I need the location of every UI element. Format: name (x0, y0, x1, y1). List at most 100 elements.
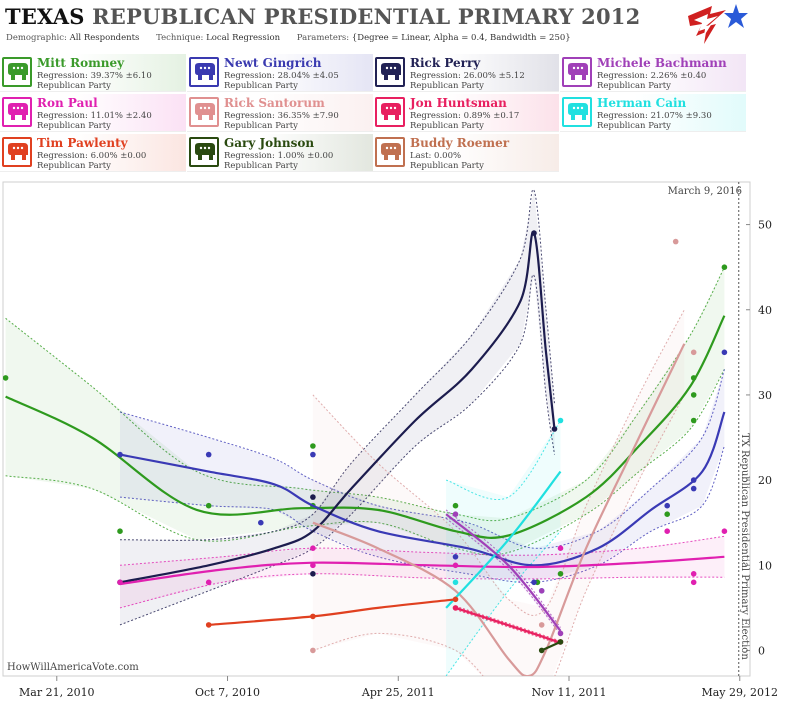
candidate-party: Republican Party (37, 81, 111, 91)
poll-point-newt-gingrich (690, 477, 697, 483)
technique-value: Local Regression (206, 33, 281, 43)
trend-line-rick-santorum (312, 343, 686, 676)
technique-label: Technique: (156, 33, 204, 43)
poll-point-ron-paul (452, 562, 459, 569)
y-tick-label: 0 (758, 644, 765, 657)
candidate-name: Buddy Roemer (410, 136, 510, 150)
poll-point-rick-santorum (310, 647, 316, 654)
candidate-party: Republican Party (410, 121, 484, 131)
trend-line-rick-perry (119, 231, 556, 584)
poll-point-mitt-romney (452, 502, 459, 509)
demographic-value: All Respondents (69, 33, 140, 43)
legend-item-rick-santorum[interactable]: Rick Santorum Regression: 36.35% ±7.90 Rep… (187, 94, 373, 132)
y-tick-label: 40 (758, 304, 772, 317)
demographic-label: Demographic: (6, 33, 67, 43)
candidate-party: Republican Party (597, 121, 671, 131)
election-marker-label: TX Republican Presidential Primary Elect… (739, 433, 750, 660)
candidate-stat: Regression: 1.00% ±0.00 (224, 151, 334, 161)
poll-point-tim-pawlenty (452, 596, 459, 603)
legend-item-michele-bachmann[interactable]: Michele Bachmann Regression: 2.26% ±0.40 R… (560, 54, 746, 92)
candidate-stat: Regression: 39.37% ±6.10 (37, 71, 152, 81)
poll-point-mitt-romney (205, 502, 212, 509)
candidate-name: Jon Huntsman (410, 96, 507, 110)
parameters-label: Parameters: (296, 33, 350, 43)
upper-bound-rick-perry (119, 189, 555, 541)
poll-point-newt-gingrich (310, 451, 316, 458)
poll-point-rick-santorum (690, 349, 697, 356)
trend-line-newt-gingrich (119, 411, 726, 567)
candidate-name: Rick Perry (410, 56, 481, 70)
elephant-icon (375, 137, 405, 167)
lower-bound-ron-paul (119, 573, 725, 609)
lower-bound-michele-bachmann (445, 518, 561, 635)
date-stamp: March 9, 2016 (668, 186, 742, 197)
lower-bound-rick-santorum (312, 394, 685, 676)
poll-point-newt-gingrich (721, 349, 728, 356)
elephant-icon (375, 97, 405, 127)
trend-line-tim-pawlenty (208, 598, 456, 626)
elephant-icon (2, 137, 32, 167)
candidate-stat: Regression: 21.07% ±9.30 (597, 111, 712, 121)
candidate-stat: Regression: 26.00% ±5.12 (410, 71, 525, 81)
legend-item-gary-johnson[interactable]: Gary Johnson Regression: 1.00% ±0.00 Repub… (187, 134, 373, 172)
poll-point-tim-pawlenty (205, 622, 212, 628)
candidate-name: Herman Cain (597, 96, 687, 110)
candidate-party: Republican Party (410, 81, 484, 91)
poll-point-rick-perry (310, 571, 316, 577)
trend-line-jon-huntsman (455, 606, 561, 644)
poll-chart: 0 10 20 30 40 50 Mar 21, 2010 Oct 7, 2010 Apr 25… (0, 178, 789, 704)
candidate-party: Republican Party (410, 161, 484, 171)
upper-bound-newt-gingrich (119, 369, 725, 549)
candidate-name: Michele Bachmann (597, 56, 727, 70)
upper-bound-herman-cain (445, 420, 561, 500)
poll-point-rick-santorum (672, 238, 679, 245)
x-tick-label: Mar 21, 2010 (19, 686, 95, 699)
poll-point-ron-paul (690, 571, 697, 577)
upper-bound-ron-paul (119, 535, 725, 566)
band-rick-santorum (312, 309, 685, 676)
trend-line-michele-bachmann (445, 513, 562, 632)
x-tick-label: Nov 11, 2011 (532, 686, 607, 699)
y-tick-label: 50 (758, 219, 772, 232)
trend-line-mitt-romney (5, 315, 726, 539)
upper-bound-rick-santorum (312, 309, 685, 616)
legend-item-newt-gingrich[interactable]: Newt Gingrich Regression: 28.04% ±4.05 Rep… (187, 54, 373, 92)
elephant-icon (189, 137, 219, 167)
elephant-icon (189, 97, 219, 127)
legend-item-tim-pawlenty[interactable]: Tim Pawlenty Regression: 6.00% ±0.00 Repub… (0, 134, 186, 172)
poll-point-jon-huntsman (452, 605, 459, 611)
candidate-stat: Regression: 28.04% ±4.05 (224, 71, 339, 81)
legend-item-buddy-roemer[interactable]: Buddy Roemer Last: 0.00% Republican Party (373, 134, 559, 172)
poll-point-newt-gingrich (690, 485, 697, 492)
poll-point-rick-perry (531, 230, 537, 236)
candidate-stat: Regression: 2.26% ±0.40 (597, 71, 707, 81)
legend-item-herman-cain[interactable]: Herman Cain Regression: 21.07% ±9.30 Repub… (560, 94, 746, 132)
poll-point-mitt-romney (557, 571, 564, 577)
parameters-bar: Demographic: All Respondents Technique: … (6, 33, 585, 43)
legend-item-rick-perry[interactable]: Rick Perry Regression: 26.00% ±5.12 Republ… (373, 54, 559, 92)
candidate-stat: Regression: 36.35% ±7.90 (224, 111, 339, 121)
elephant-icon (2, 57, 32, 87)
band-mitt-romney (5, 267, 725, 553)
legend-item-ron-paul[interactable]: Ron Paul Regression: 11.01% ±2.40 Republic… (0, 94, 186, 132)
legend-item-jon-huntsman[interactable]: Jon Huntsman Regression: 0.89% ±0.17 Repub… (373, 94, 559, 132)
site-logo[interactable] (686, 2, 748, 48)
x-tick-label: Apr 25, 2011 (361, 686, 435, 699)
watermark: HowWillAmericaVote.com (7, 662, 139, 673)
poll-point-newt-gingrich (452, 554, 459, 560)
poll-point-michele-bachmann (557, 630, 564, 637)
poll-point-rick-santorum (538, 622, 545, 628)
series-layer (3, 189, 728, 676)
candidate-party: Republican Party (224, 81, 298, 91)
plot-frame (2, 181, 751, 677)
candidate-legend: Mitt Romney Regression: 39.37% ±6.10 Repub… (0, 54, 750, 174)
poll-point-newt-gingrich (117, 451, 123, 458)
poll-point-gary-johnson (557, 639, 564, 645)
poll-point-ron-paul (117, 579, 123, 586)
chart-svg: 0 10 20 30 40 50 Mar 21, 2010 Oct 7, 2010 Apr 25… (2, 181, 778, 699)
candidate-party: Republican Party (37, 161, 111, 171)
lower-bound-newt-gingrich (119, 445, 725, 584)
legend-item-mitt-romney[interactable]: Mitt Romney Regression: 39.37% ±6.10 Repub… (0, 54, 186, 92)
poll-point-michele-bachmann (538, 588, 545, 594)
candidate-name: Tim Pawlenty (37, 136, 128, 150)
